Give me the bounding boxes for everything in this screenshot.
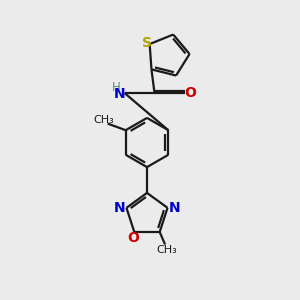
Text: CH₃: CH₃ bbox=[156, 245, 177, 255]
Text: N: N bbox=[114, 201, 126, 215]
Text: O: O bbox=[127, 231, 139, 245]
Text: O: O bbox=[184, 86, 196, 100]
Text: CH₃: CH₃ bbox=[94, 115, 115, 125]
Text: S: S bbox=[142, 36, 152, 50]
Text: N: N bbox=[168, 201, 180, 215]
Text: H: H bbox=[112, 81, 121, 94]
Text: N: N bbox=[113, 87, 125, 100]
